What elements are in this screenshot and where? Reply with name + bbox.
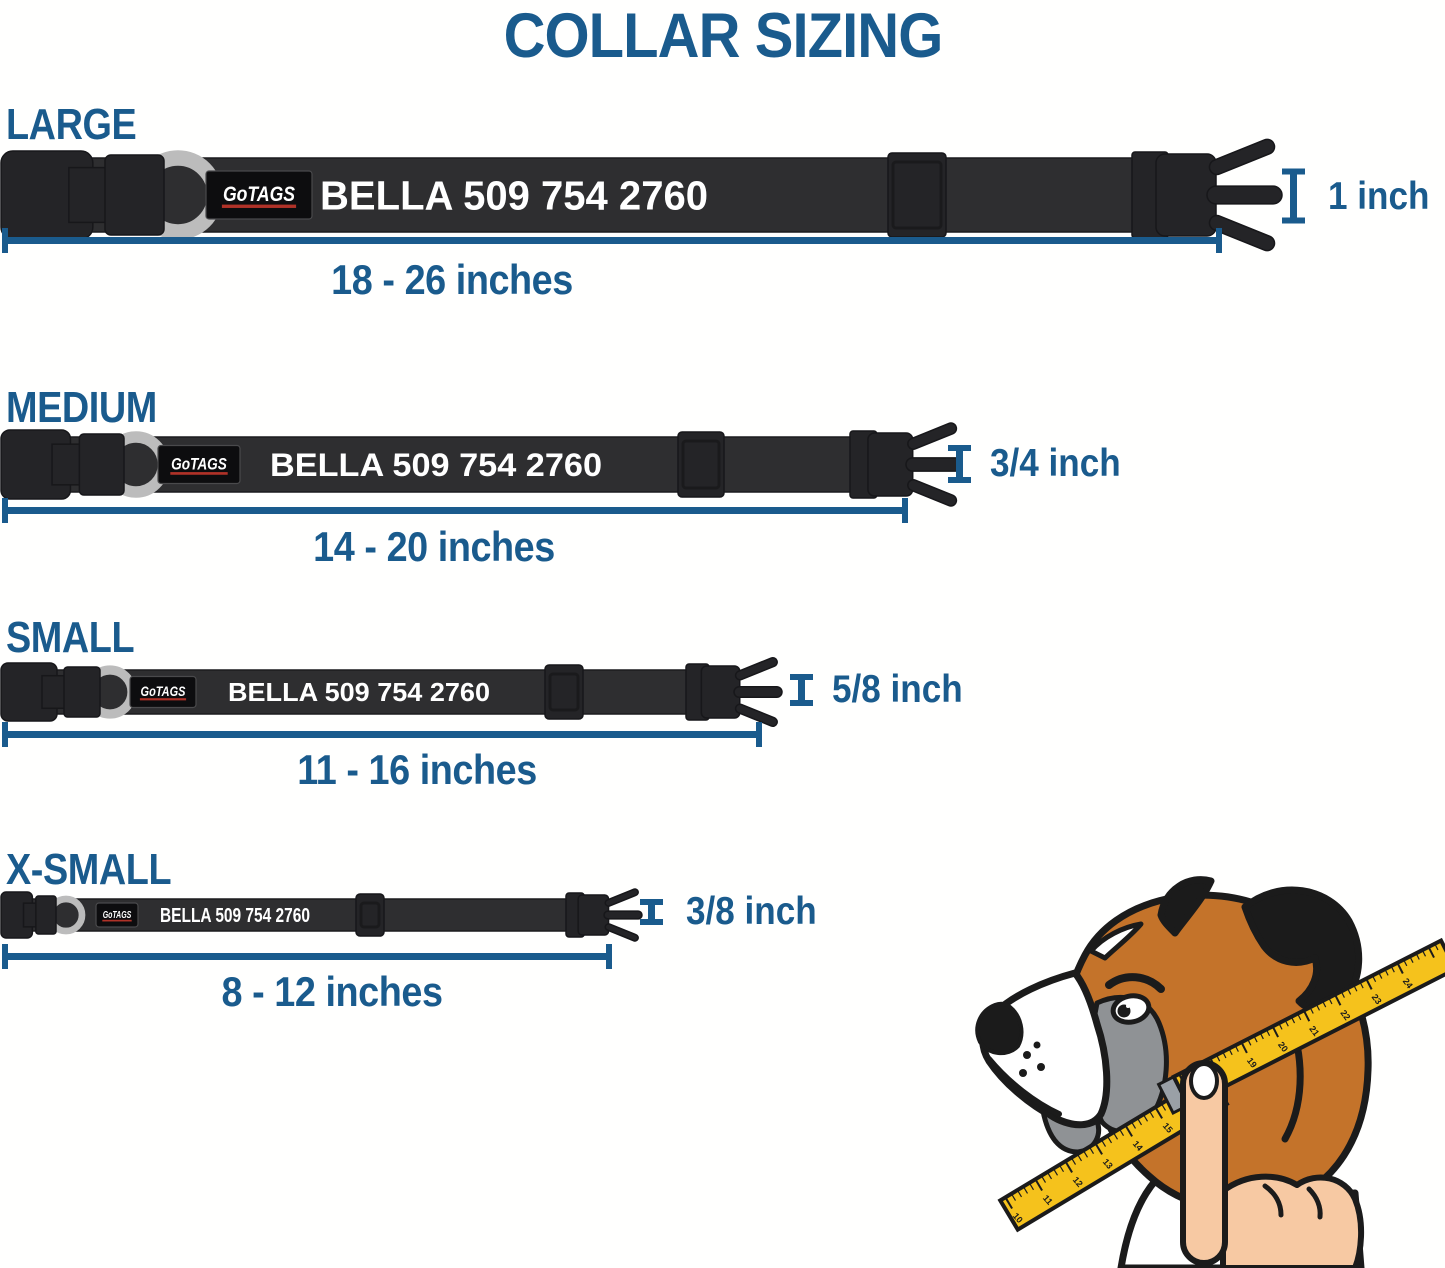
svg-text:13: 13 (1101, 1157, 1115, 1171)
collar-graphic-xsmall: GoTAGS BELLA 509 754 2760 (0, 877, 646, 953)
slide-adjuster (677, 431, 725, 498)
buckle-male (1131, 138, 1283, 252)
collar-id-text: BELLA 509 754 2760 (270, 447, 602, 483)
brand-text: GoTAGS (223, 183, 295, 206)
hand (1180, 1060, 1365, 1268)
length-measure-line-xsmall (2, 944, 612, 969)
svg-text:10: 10 (1011, 1211, 1025, 1225)
size-label-xsmall: X-SMALL (6, 845, 172, 894)
brand-text: GoTAGS (171, 454, 227, 473)
collar-graphic-medium: GoTAGS BELLA 509 754 2760 (0, 415, 966, 514)
length-range-small: 11 - 16 inches (297, 746, 537, 793)
page-title: COLLAR SIZING (503, 1, 943, 71)
dog-eye (1105, 973, 1165, 1025)
length-range-xsmall: 8 - 12 inches (221, 968, 443, 1015)
dog-measuring-illustration: 10111213141516 1718192021222324 (925, 855, 1445, 1268)
length-measure-line-small (2, 722, 762, 747)
length-measure-line-large (2, 228, 1222, 253)
svg-text:23: 23 (1370, 992, 1384, 1006)
svg-text:22: 22 (1338, 1008, 1352, 1022)
width-indicator-icon-medium (948, 445, 971, 483)
width-label-xsmall: 3/8 inch (686, 890, 817, 933)
svg-text:19: 19 (1245, 1056, 1259, 1070)
collar-id-text: BELLA 509 754 2760 (228, 677, 490, 707)
collar-id-text: BELLA 509 754 2760 (160, 905, 310, 927)
dog-muzzle-dots (1019, 1041, 1045, 1077)
width-indicator-icon-large (1282, 168, 1305, 224)
hand-fist (1220, 1173, 1365, 1268)
svg-text:12: 12 (1071, 1175, 1085, 1189)
svg-text:21: 21 (1307, 1024, 1321, 1038)
brand-patch: GoTAGS (157, 444, 241, 485)
collar-graphic-large: GoTAGS BELLA 509 754 2760 (0, 136, 1286, 254)
size-label-medium: MEDIUM (6, 383, 157, 432)
svg-text:24: 24 (1401, 976, 1415, 990)
brand-patch: GoTAGS (129, 675, 197, 709)
width-indicator-icon-small (790, 674, 813, 706)
length-range-medium: 14 - 20 inches (313, 523, 555, 570)
length-range-large: 18 - 26 inches (331, 256, 573, 303)
fingernail (1189, 1062, 1219, 1100)
slide-adjuster (887, 152, 947, 238)
buckle-female (0, 150, 165, 240)
svg-text:15: 15 (1161, 1121, 1175, 1135)
width-label-small: 5/8 inch (832, 668, 963, 711)
slide-adjuster (355, 893, 385, 937)
buckle-female (0, 662, 101, 722)
svg-text:14: 14 (1131, 1139, 1145, 1153)
size-label-small: SMALL (6, 613, 135, 662)
brand-patch: GoTAGS (205, 170, 313, 220)
slide-adjuster (544, 664, 584, 720)
brand-patch: GoTAGS (95, 902, 139, 928)
buckle-male (565, 888, 643, 942)
brand-text: GoTAGS (103, 909, 132, 921)
brand-text: GoTAGS (141, 684, 186, 699)
width-indicator-icon-xsmall (640, 899, 663, 925)
length-measure-line-medium (2, 498, 908, 523)
collar-graphic-small: GoTAGS BELLA 509 754 2760 (0, 648, 786, 736)
buckle-male (849, 422, 963, 507)
dog-ear-front (1157, 876, 1215, 937)
dog-mouth-line (986, 1056, 1062, 1117)
width-label-large: 1 inch (1328, 175, 1430, 218)
svg-text:20: 20 (1276, 1040, 1290, 1054)
collar-id-text: BELLA 509 754 2760 (320, 173, 708, 219)
buckle-female (0, 891, 57, 939)
buckle-male (685, 656, 783, 728)
size-label-large: LARGE (6, 100, 137, 149)
width-label-medium: 3/4 inch (990, 442, 1121, 485)
dog-nose (975, 1001, 1024, 1055)
buckle-female (0, 429, 125, 500)
dog-forehead-blaze (1088, 921, 1144, 961)
